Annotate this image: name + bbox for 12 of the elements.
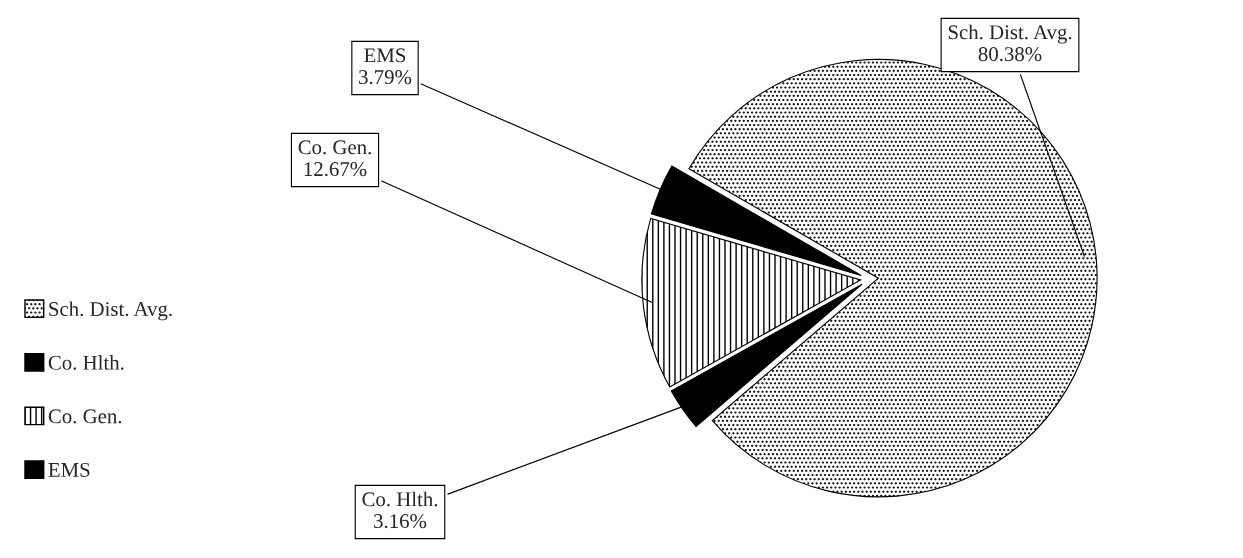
slice-label: EMS [364,48,406,63]
data-label: 80.38% [978,47,1042,62]
legend-label: EMS [48,462,90,477]
slice-label: Co. Hlth. [362,491,438,507]
legend-label: Sch. Dist. Avg. [49,301,172,321]
data-label: 3.79% [359,70,412,85]
data-label: 12.67% [304,162,367,177]
slice-label: Sch. Dist. Avg. [948,24,1072,44]
legend-label: Co. Gen. [48,409,122,424]
slice-label: Co. Gen. [298,140,371,155]
legend-label: Co. Hlth. [48,355,124,370]
data-label: 3.16% [374,514,427,529]
